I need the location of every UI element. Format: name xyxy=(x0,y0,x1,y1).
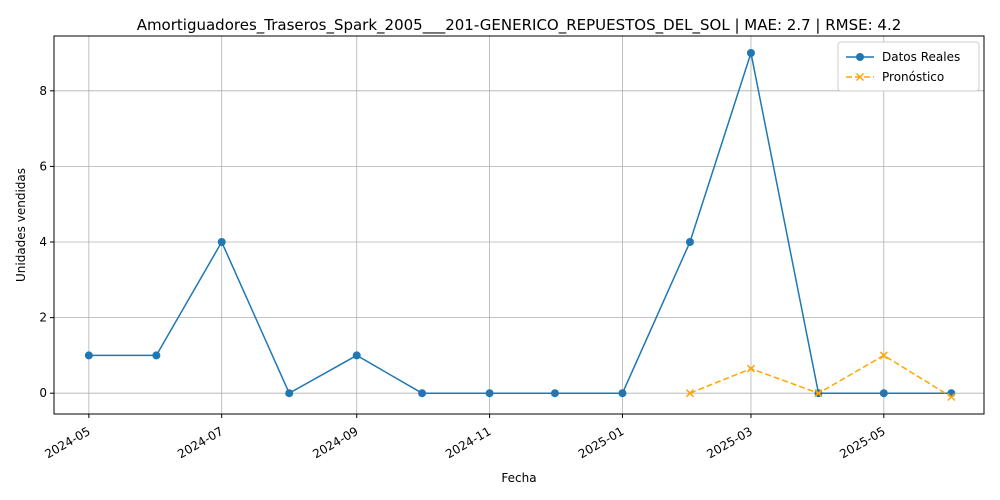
data-point xyxy=(217,238,226,247)
data-point xyxy=(746,49,755,58)
legend-label: Datos Reales xyxy=(882,50,960,64)
x-marker-stroke xyxy=(855,72,865,82)
x-marker-stroke xyxy=(879,351,888,360)
data-point xyxy=(152,351,161,360)
x-tick-label: 2025-05 xyxy=(837,424,887,461)
legend-box xyxy=(837,41,980,92)
data-point xyxy=(879,351,888,360)
legend-label: Pronóstico xyxy=(882,70,944,84)
x-marker-stroke xyxy=(814,389,823,398)
data-point xyxy=(418,389,427,398)
legend-entry: Datos Reales xyxy=(846,50,960,64)
chart-title: Amortiguadores_Traseros_Spark_2005___201… xyxy=(137,16,902,35)
y-tick-label: 8 xyxy=(39,84,47,98)
data-point xyxy=(856,53,864,61)
x-tick-label: 2024-11 xyxy=(443,424,493,461)
x-tick-label: 2024-07 xyxy=(175,424,225,461)
x-tick-label: 2025-01 xyxy=(576,424,626,461)
data-point xyxy=(485,389,494,398)
grid-lines xyxy=(54,36,984,414)
x-tick-label: 2024-09 xyxy=(310,424,360,461)
data-point xyxy=(285,389,294,398)
series-line xyxy=(88,50,952,395)
y-tick-label: 0 xyxy=(39,386,47,400)
y-tick-label: 4 xyxy=(39,235,47,249)
y-tick-label: 6 xyxy=(39,159,47,173)
x-axis-label: Fecha xyxy=(501,471,536,485)
data-point xyxy=(550,389,559,398)
x-marker-stroke xyxy=(947,392,956,402)
y-axis: 0 2 4 6 8 xyxy=(39,84,54,400)
series-layer xyxy=(84,49,956,402)
y-tick-label: 2 xyxy=(39,311,47,325)
x-marker-stroke xyxy=(685,389,695,398)
data-point xyxy=(685,238,694,247)
data-point xyxy=(947,392,956,402)
data-point xyxy=(685,389,695,398)
x-tick-label: 2024-05 xyxy=(42,424,92,461)
legend-entry: Pronóstico xyxy=(846,70,944,84)
plot-frame xyxy=(53,35,985,415)
data-point xyxy=(855,72,865,82)
x-marker-stroke xyxy=(746,364,755,373)
x-axis: 2024-05 2024-07 2024-09 2024-11 2025-01 2025-… xyxy=(42,414,888,461)
y-axis-label: Unidades vendidas xyxy=(14,168,28,282)
data-point xyxy=(746,364,755,373)
data-point xyxy=(879,389,888,398)
x-tick-label: 2025-03 xyxy=(704,424,754,461)
series-datos-reales xyxy=(84,49,956,398)
series-pron-stico xyxy=(685,351,956,402)
data-point xyxy=(352,351,361,360)
data-point xyxy=(84,351,93,360)
data-point xyxy=(618,389,627,398)
legend: Datos Reales Pronóstico xyxy=(837,41,980,92)
data-point xyxy=(814,389,823,398)
